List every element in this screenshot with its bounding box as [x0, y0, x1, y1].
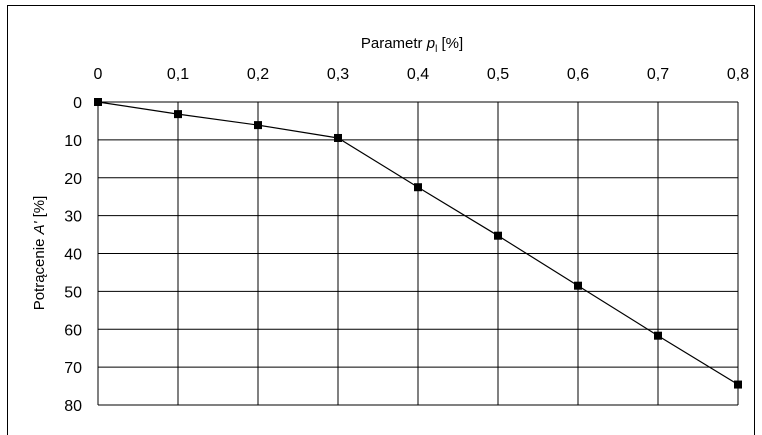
series-markers — [94, 98, 742, 389]
data-point-marker — [254, 121, 262, 130]
y-tick-label: 60 — [64, 322, 82, 339]
x-tick-labels: 0 0,1 0,2 0,3 0,4 0,5 0,6 0,7 0,8 — [94, 66, 750, 83]
data-point-marker — [94, 98, 102, 106]
y-tick-label: 20 — [64, 171, 82, 188]
x-tick-label: 0,4 — [407, 66, 429, 83]
data-point-marker — [734, 380, 742, 389]
x-tick-label: 0,1 — [167, 66, 189, 83]
x-axis-title: Parametr pl [%] — [361, 35, 463, 55]
y-tick-label: 40 — [64, 247, 82, 264]
y-tick-label: 80 — [64, 398, 82, 415]
x-tick-label: 0,5 — [487, 66, 509, 83]
x-tick-label: 0,8 — [727, 66, 749, 83]
y-tick-label: 10 — [64, 133, 82, 150]
data-point-marker — [414, 183, 422, 192]
data-point-marker — [654, 331, 662, 340]
x-tick-label: 0,7 — [647, 66, 669, 83]
y-tick-label: 50 — [64, 284, 82, 301]
data-point-marker — [494, 231, 502, 240]
data-point-marker — [334, 133, 342, 142]
x-tick-label: 0 — [94, 66, 103, 83]
x-tick-label: 0,2 — [247, 66, 269, 83]
y-tick-label: 30 — [64, 209, 82, 226]
chart-frame — [7, 5, 755, 435]
grid-lines — [97, 101, 739, 406]
data-point-marker — [574, 281, 582, 290]
y-tick-label: 0 — [73, 95, 82, 112]
y-axis-title: Potrącenie A' [%] — [31, 196, 48, 311]
x-tick-label: 0,3 — [327, 66, 349, 83]
y-tick-labels: 0 10 20 30 40 50 60 70 80 — [64, 95, 82, 415]
y-tick-label: 70 — [64, 360, 82, 377]
x-tick-label: 0,6 — [567, 66, 589, 83]
data-point-marker — [174, 110, 182, 119]
